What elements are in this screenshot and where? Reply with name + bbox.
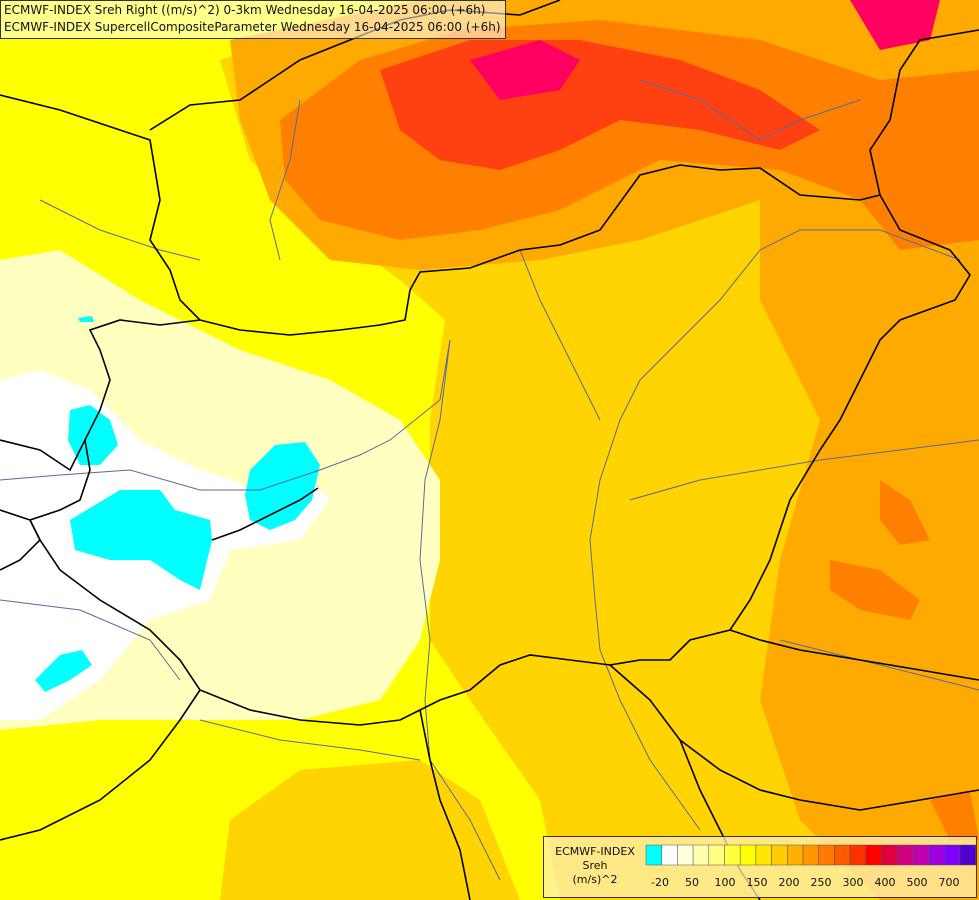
river-north-2 (519, 249, 601, 421)
legend-tick-label: -20 (651, 876, 669, 889)
border-serbia-2 (419, 709, 471, 900)
legend-tick-label: 50 (685, 876, 699, 889)
legend-tick-label: 500 (907, 876, 928, 889)
legend-source: ECMWF-INDEX (555, 845, 635, 858)
border-hungary (28, 164, 971, 726)
river-east-1 (629, 439, 979, 501)
field-cyan-west (70, 490, 212, 590)
border-se (679, 739, 979, 811)
field-cyan-speck (78, 316, 94, 322)
legend-swatch (959, 844, 976, 866)
legend-swatch (787, 844, 804, 866)
legend-swatch (755, 844, 772, 866)
legend-tick-label: 150 (747, 876, 768, 889)
field-gold-south (220, 760, 520, 900)
title-line-1: ECMWF-INDEX Sreh Right ((m/s)^2) 0-3km W… (4, 3, 486, 17)
legend-swatch (818, 844, 835, 866)
field-cyan-center (245, 442, 320, 530)
field-orange-east (760, 160, 979, 900)
river-se-1 (779, 639, 979, 691)
title-line-2: ECMWF-INDEX SupercellCompositeParameter … (4, 20, 501, 34)
river-ne-1 (639, 79, 861, 141)
legend-swatch (865, 844, 882, 866)
legend-colorbar: -20 50 100 150 200 250 300 400 500 700 (645, 844, 976, 889)
field-cyan-southwest (35, 650, 92, 692)
legend-swatch (849, 844, 867, 866)
legend-tick-label: 400 (875, 876, 896, 889)
legend-swatch (896, 844, 914, 866)
legend-swatch (708, 844, 725, 866)
field-darkorange-southeast-2 (880, 480, 930, 545)
legend-variable: Sreh (582, 859, 608, 872)
legend-unit: (m/s)^2 (572, 873, 618, 886)
border-ukraine (869, 29, 979, 196)
legend-tick-label: 100 (715, 876, 736, 889)
legend-swatch (881, 844, 898, 866)
legend-swatch (802, 844, 819, 866)
river-danube (0, 339, 501, 881)
field-magenta-northeast (850, 0, 940, 50)
border-austria (0, 94, 201, 321)
legend-tick-label: 700 (939, 876, 960, 889)
border-lake (211, 487, 319, 541)
map-title: ECMWF-INDEX Sreh Right ((m/s)^2) 0-3km W… (0, 0, 506, 39)
legend-swatch (834, 844, 851, 866)
border-romania-south (729, 629, 979, 681)
river-nw-1 (39, 199, 201, 261)
legend-swatch (677, 844, 694, 866)
legend-swatch (739, 844, 757, 866)
legend-tick-label: 200 (779, 876, 800, 889)
border-slovenia (0, 509, 41, 571)
river-north-1 (269, 99, 301, 261)
color-legend: ECMWF-INDEX Sreh (m/s)^2 -20 50 100 150 200 2… (543, 836, 977, 898)
border-croatia (0, 689, 201, 841)
field-darkorange-southeast-3 (930, 790, 979, 840)
legend-tick-label: 300 (843, 876, 864, 889)
legend-text: ECMWF-INDEX Sreh (m/s)^2 (546, 845, 644, 887)
border-austria-2 (0, 439, 86, 472)
legend-swatch (928, 844, 945, 866)
legend-swatch (724, 844, 741, 866)
rivers (0, 79, 979, 881)
legend-swatch (645, 844, 662, 866)
legend-swatch (771, 844, 788, 866)
river-south-1 (199, 719, 421, 761)
legend-swatch (661, 844, 678, 866)
legend-swatch (692, 844, 710, 866)
river-tisza (589, 229, 961, 831)
legend-tick-label: 250 (811, 876, 832, 889)
legend-swatch (912, 844, 929, 866)
legend-swatch (944, 844, 961, 866)
field-magenta-north (470, 40, 580, 100)
river-west-1 (0, 599, 181, 681)
field-darkorange-southeast (830, 560, 920, 620)
